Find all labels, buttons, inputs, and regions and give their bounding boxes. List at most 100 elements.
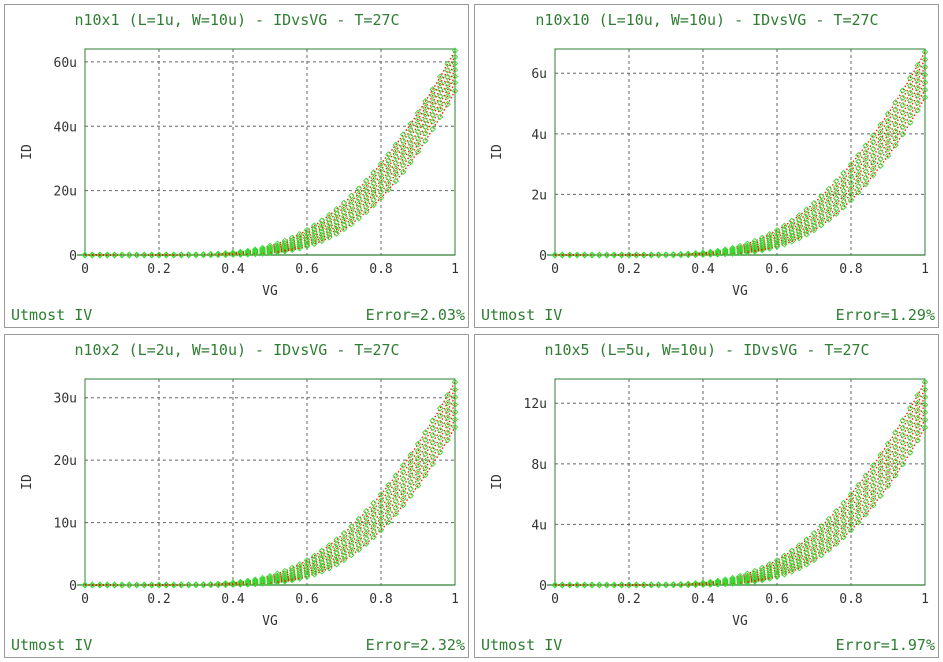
simulated-point xyxy=(899,87,907,94)
simulated-point xyxy=(281,577,289,584)
simulated-point xyxy=(884,475,892,483)
simulated-point xyxy=(781,222,788,230)
simulated-point xyxy=(192,581,200,589)
simulated-point xyxy=(884,468,892,476)
plot-frame xyxy=(554,48,926,256)
simulated-point xyxy=(736,249,744,256)
simulated-point xyxy=(385,513,392,520)
simulated-point xyxy=(370,533,377,541)
simulated-point xyxy=(318,228,326,235)
simulated-point xyxy=(744,247,751,254)
simulated-point xyxy=(340,552,348,560)
simulated-point xyxy=(170,581,178,589)
simulated-point xyxy=(399,155,407,163)
simulated-point xyxy=(296,243,303,250)
simulated-point xyxy=(348,543,355,550)
simulated-point xyxy=(340,225,348,233)
simulated-point xyxy=(781,570,788,578)
simulated-point xyxy=(818,551,825,559)
simulated-point xyxy=(795,542,803,549)
simulated-point xyxy=(877,451,884,459)
simulated-point xyxy=(744,578,751,585)
simulated-point xyxy=(781,556,788,563)
simulated-point xyxy=(259,247,266,254)
simulated-point xyxy=(906,412,914,419)
simulated-point xyxy=(795,231,803,239)
simulated-point xyxy=(325,554,333,562)
simulated-point xyxy=(914,84,921,92)
simulated-point xyxy=(214,251,222,259)
simulated-point xyxy=(274,248,281,256)
simulated-point xyxy=(399,495,407,502)
x-axis-label: VG xyxy=(262,614,278,629)
simulated-point xyxy=(884,440,892,448)
chart-title: n10x10 (L=10u, W=10u) - IDvsVG - T=27C xyxy=(535,11,878,29)
simulated-point xyxy=(744,579,751,586)
simulated-point xyxy=(892,106,899,113)
y-tick-label: 0 xyxy=(69,579,77,594)
simulated-point xyxy=(451,87,459,95)
simulated-point xyxy=(773,571,781,578)
x-tick-label: 1 xyxy=(921,592,929,607)
simulated-point xyxy=(803,211,810,218)
measured-curve xyxy=(85,56,456,256)
simulated-point xyxy=(392,478,400,486)
simulated-point xyxy=(325,220,333,227)
measured-curve xyxy=(85,63,456,256)
simulated-point xyxy=(803,223,810,231)
simulated-point xyxy=(429,98,437,106)
simulated-point xyxy=(355,214,363,222)
series-6 xyxy=(551,416,929,589)
x-tick-label: 0.2 xyxy=(617,592,640,607)
simulated-point xyxy=(736,248,744,255)
plot-frame xyxy=(84,378,456,586)
simulated-point xyxy=(892,443,899,451)
measured-curve xyxy=(555,97,926,256)
simulated-point xyxy=(333,541,340,548)
measured-curve xyxy=(85,411,456,586)
simulated-point xyxy=(884,152,892,160)
simulated-point xyxy=(311,556,318,563)
x-axis-label: VG xyxy=(732,614,748,629)
simulated-point xyxy=(429,460,437,468)
simulated-point xyxy=(429,417,437,424)
simulated-point xyxy=(140,251,148,259)
simulated-point xyxy=(192,251,200,259)
simulated-point xyxy=(266,577,274,584)
simulated-point xyxy=(436,427,444,434)
simulated-point xyxy=(855,500,862,508)
simulated-point xyxy=(751,247,759,254)
simulated-point xyxy=(751,577,759,584)
simulated-point xyxy=(296,575,303,582)
simulated-point xyxy=(751,578,759,585)
simulated-point xyxy=(877,485,884,493)
x-tick-label: 0.6 xyxy=(765,262,788,277)
simulated-point xyxy=(340,217,348,225)
simulated-point xyxy=(773,243,781,250)
simulated-point xyxy=(399,475,407,483)
chart-panel-n10x10: n10x10 (L=10u, W=10u) - IDvsVG - T=27C 0 0… xyxy=(474,4,939,328)
measured-curve xyxy=(555,427,926,586)
simulated-point xyxy=(773,557,781,564)
simulated-point xyxy=(847,179,855,186)
simulated-point xyxy=(855,189,862,196)
x-tick-label: 0.8 xyxy=(369,262,392,277)
simulated-point xyxy=(862,478,870,486)
simulated-point xyxy=(906,104,914,111)
simulated-point xyxy=(444,92,451,100)
simulated-point xyxy=(444,67,451,74)
simulated-point xyxy=(222,251,229,259)
simulated-point xyxy=(840,505,847,513)
measured-curve xyxy=(555,404,926,586)
simulated-point xyxy=(803,549,810,557)
simulated-point xyxy=(311,240,318,248)
simulated-point xyxy=(877,479,884,486)
simulated-point xyxy=(899,446,907,453)
simulated-point xyxy=(444,73,451,81)
simulated-point xyxy=(914,429,921,437)
simulated-point xyxy=(422,117,429,124)
simulated-point xyxy=(736,246,744,253)
simulated-point xyxy=(281,246,289,254)
simulated-point xyxy=(392,141,400,149)
simulated-point xyxy=(288,575,296,582)
